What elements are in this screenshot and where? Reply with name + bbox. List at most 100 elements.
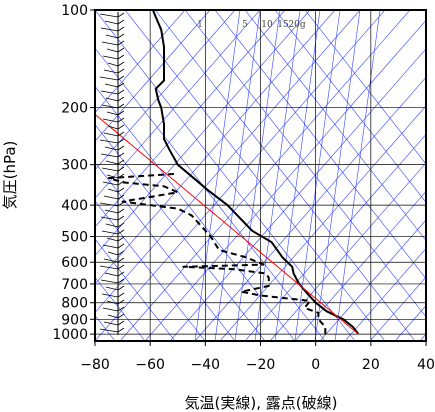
x-tick-label: 20 bbox=[362, 357, 380, 373]
wind-barb bbox=[103, 321, 119, 326]
wind-barb-flag bbox=[117, 75, 125, 81]
wind-barb bbox=[100, 216, 119, 221]
wind-barb-flag bbox=[117, 26, 125, 32]
wind-barb bbox=[103, 132, 119, 137]
wind-barb bbox=[105, 160, 119, 165]
wind-barb-flag bbox=[117, 103, 125, 109]
wind-barb-flag bbox=[117, 180, 125, 186]
wind-barb bbox=[105, 286, 119, 291]
wind-barb-flag bbox=[117, 187, 125, 193]
reference-line-c bbox=[234, 10, 281, 341]
reference-line-a bbox=[169, 48, 426, 341]
wind-barb bbox=[105, 223, 119, 228]
wind-barb-flag bbox=[117, 320, 125, 326]
wind-barb-flag bbox=[117, 306, 125, 312]
mixing-ratio-label: 5 bbox=[242, 20, 248, 30]
wind-barb bbox=[104, 209, 119, 214]
wind-barb-flag bbox=[117, 159, 125, 165]
reference-line-c bbox=[334, 10, 381, 341]
reference-red-line bbox=[95, 114, 359, 335]
wind-barb-flag bbox=[117, 236, 125, 242]
wind-barb-flag bbox=[117, 313, 125, 319]
reference-line-b bbox=[95, 10, 356, 341]
wind-barb-flag bbox=[117, 138, 125, 144]
temperature-line bbox=[151, 10, 360, 335]
wind-barb bbox=[102, 181, 119, 186]
reference-line-b bbox=[95, 276, 146, 341]
y-tick-label: 400 bbox=[61, 198, 88, 214]
wind-barb bbox=[99, 328, 119, 333]
wind-barb bbox=[104, 83, 119, 88]
reference-line-a bbox=[269, 162, 426, 341]
x-axis-title: 気温(実線), 露点(破線) bbox=[185, 394, 338, 412]
wind-barb bbox=[101, 104, 119, 109]
reference-line-a bbox=[95, 10, 186, 114]
reference-line-c bbox=[314, 10, 361, 341]
wind-barb-flag bbox=[117, 257, 125, 263]
wind-barb bbox=[101, 167, 119, 172]
wind-barbs bbox=[99, 12, 125, 335]
reference-line-b bbox=[304, 10, 426, 165]
wind-barb bbox=[107, 125, 119, 130]
reference-line-a bbox=[219, 105, 426, 341]
wind-barb-flag bbox=[117, 173, 125, 179]
y-tick-label: 200 bbox=[61, 101, 88, 117]
reference-line-a bbox=[319, 219, 426, 341]
reference-line-c bbox=[194, 10, 241, 341]
reference-line-a bbox=[369, 276, 426, 341]
wind-barb-flag bbox=[117, 243, 125, 249]
reference-line-a bbox=[95, 10, 211, 142]
wind-barb bbox=[100, 153, 119, 158]
x-tick-label: 40 bbox=[417, 357, 435, 373]
reference-line-a bbox=[244, 133, 426, 341]
profile-series bbox=[95, 10, 360, 335]
mixing-ratio-label: 20g bbox=[288, 20, 305, 30]
wind-barb-flag bbox=[117, 229, 125, 235]
x-tick-label: 0 bbox=[311, 357, 320, 373]
wind-barb-flag bbox=[117, 110, 125, 116]
wind-barb-flag bbox=[117, 145, 125, 151]
reference-line-b bbox=[95, 47, 326, 341]
wind-barb bbox=[102, 118, 119, 123]
wind-barb-flag bbox=[117, 278, 125, 284]
reference-line-a bbox=[95, 10, 386, 341]
x-tick-label: −80 bbox=[80, 357, 110, 373]
wind-barb bbox=[99, 265, 119, 270]
reference-line-b bbox=[124, 10, 386, 341]
wind-barb bbox=[102, 307, 119, 312]
dewpoint-line bbox=[107, 172, 327, 335]
wind-barb bbox=[106, 237, 119, 242]
wind-barb-flag bbox=[117, 12, 125, 18]
reference-line-a bbox=[344, 248, 426, 341]
reference-line-b bbox=[244, 10, 426, 241]
wind-barb-flag bbox=[117, 82, 125, 88]
wind-barb bbox=[104, 20, 119, 25]
reference-line-b bbox=[95, 200, 206, 341]
wind-barb bbox=[107, 188, 119, 193]
wind-barb-flag bbox=[117, 117, 125, 123]
reference-line-b bbox=[184, 10, 426, 318]
wind-barb-flag bbox=[117, 40, 125, 46]
wind-barb-flag bbox=[117, 299, 125, 305]
wind-barb bbox=[102, 55, 119, 60]
mixing-ratio-labels: 1 5 10 15 20g bbox=[197, 20, 306, 30]
wind-barb-flag bbox=[117, 201, 125, 207]
reference-line-a bbox=[95, 10, 361, 313]
wind-barb bbox=[104, 146, 119, 151]
wind-barb-flag bbox=[117, 292, 125, 298]
reference-line-c bbox=[294, 10, 341, 341]
reference-line-b bbox=[274, 10, 426, 203]
reference-line-b bbox=[95, 85, 296, 341]
wind-barb bbox=[107, 251, 119, 256]
wind-barb-flag bbox=[117, 285, 125, 291]
reference-line-b bbox=[95, 162, 236, 341]
wind-barb-flag bbox=[117, 89, 125, 95]
wind-barb bbox=[103, 258, 119, 263]
x-tick-label: −20 bbox=[246, 357, 276, 373]
wind-barb-flag bbox=[117, 96, 125, 102]
wind-barb-flag bbox=[117, 166, 125, 172]
wind-barb-flag bbox=[117, 327, 125, 333]
reference-line-a bbox=[144, 19, 426, 341]
